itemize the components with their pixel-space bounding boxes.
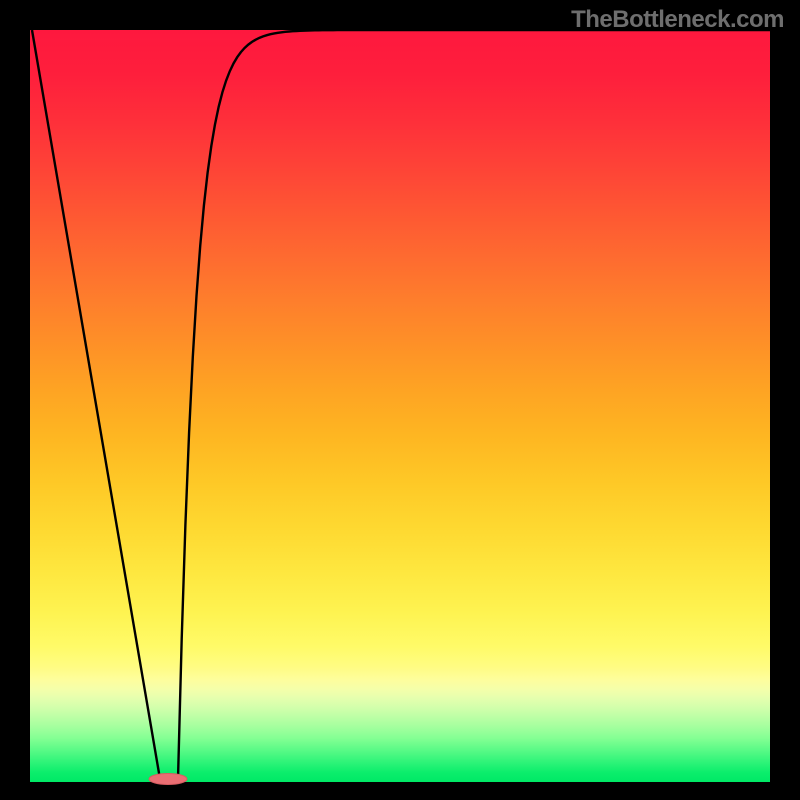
watermark-text: TheBottleneck.com bbox=[571, 6, 784, 34]
chart-svg bbox=[0, 0, 800, 800]
chart-container: TheBottleneck.com bbox=[0, 0, 800, 800]
bottleneck-marker bbox=[149, 774, 187, 785]
